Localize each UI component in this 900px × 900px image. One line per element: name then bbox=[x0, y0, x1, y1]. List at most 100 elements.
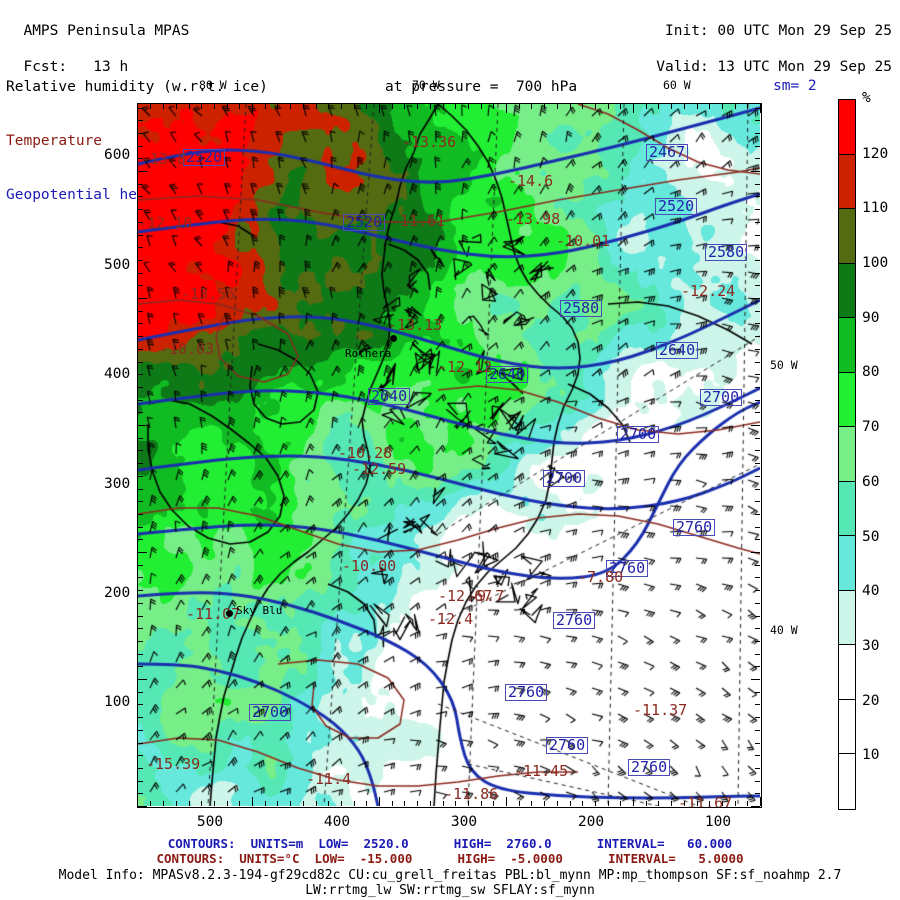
colorbar-tick-label: 40 bbox=[862, 583, 880, 600]
height-contour-label: 2700 bbox=[617, 426, 660, 443]
axis-tick bbox=[747, 801, 749, 806]
axis-tick bbox=[138, 742, 143, 744]
colorbar-tick-label: 50 bbox=[862, 528, 880, 545]
station-marker-sky-blu[interactable] bbox=[226, 610, 233, 617]
temperature-label: -13.8 bbox=[141, 150, 187, 168]
axis-tick bbox=[138, 171, 147, 172]
axis-tick bbox=[252, 797, 253, 806]
axis-tick bbox=[138, 704, 143, 706]
axis-tick bbox=[455, 801, 457, 806]
axis-tick bbox=[138, 526, 143, 528]
axis-tick bbox=[755, 628, 760, 630]
axis-tick bbox=[138, 298, 147, 299]
axis-tick bbox=[620, 104, 622, 109]
colorbar-tick-label: 100 bbox=[862, 255, 889, 272]
axis-tick bbox=[594, 801, 596, 806]
axis-tick bbox=[721, 104, 723, 109]
map-plot-area[interactable]: 2520 2520 2467 2520 2580 2580 2640 2640 … bbox=[137, 103, 762, 808]
axis-tick bbox=[755, 209, 760, 211]
axis-tick bbox=[658, 104, 660, 109]
axis-tick bbox=[531, 104, 533, 109]
axis-tick bbox=[544, 801, 546, 806]
axis-tick bbox=[751, 171, 760, 172]
axis-tick bbox=[201, 104, 203, 109]
colorbar-band bbox=[839, 590, 855, 646]
temperature-label: -13.36 bbox=[402, 133, 457, 151]
axis-tick bbox=[138, 272, 143, 274]
axis-tick bbox=[755, 729, 760, 731]
axis-tick bbox=[760, 104, 761, 113]
y-axis-tick-300: 300 bbox=[104, 476, 131, 492]
axis-tick bbox=[175, 104, 177, 109]
colorbar-band bbox=[839, 100, 855, 155]
temperature-label: -10.01 bbox=[556, 232, 611, 250]
axis-tick bbox=[755, 247, 760, 249]
height-contour-label: 2760 bbox=[505, 684, 548, 701]
axis-tick bbox=[138, 310, 143, 312]
colorbar-band bbox=[839, 372, 855, 428]
axis-tick bbox=[755, 475, 760, 477]
axis-tick bbox=[645, 801, 647, 806]
axis-tick bbox=[760, 797, 761, 806]
axis-tick bbox=[138, 234, 143, 236]
axis-tick bbox=[138, 348, 143, 350]
axis-tick bbox=[755, 183, 760, 185]
colorbar-tick-label: 60 bbox=[862, 473, 880, 490]
axis-tick bbox=[671, 104, 673, 109]
axis-tick bbox=[213, 801, 215, 806]
temperature-label: -10.28 bbox=[338, 444, 393, 462]
axis-tick bbox=[755, 323, 760, 325]
colorbar-band bbox=[839, 536, 855, 591]
axis-tick bbox=[751, 425, 760, 426]
axis-tick bbox=[404, 104, 406, 109]
temperature-label: -14.6 bbox=[508, 172, 554, 190]
colorbar-band bbox=[839, 318, 855, 373]
height-contour-label: 2520 bbox=[343, 214, 386, 231]
x-axis-tick-100: 100 bbox=[704, 814, 732, 830]
axis-tick bbox=[138, 691, 143, 693]
temperature-label: -11.45 bbox=[514, 762, 569, 780]
height-contour-label: 2760 bbox=[606, 560, 649, 577]
axis-tick bbox=[755, 564, 760, 566]
colorbar-tick-label: 120 bbox=[862, 145, 889, 162]
temperature-label: -11.67 bbox=[678, 794, 733, 808]
axis-tick bbox=[755, 463, 760, 465]
axis-tick bbox=[755, 234, 760, 236]
axis-tick bbox=[188, 104, 190, 109]
axis-tick bbox=[455, 104, 457, 109]
axis-tick bbox=[391, 801, 393, 806]
axis-tick bbox=[569, 801, 571, 806]
axis-tick bbox=[391, 104, 393, 109]
axis-tick bbox=[582, 801, 584, 806]
axis-tick bbox=[569, 104, 571, 109]
lon-label-50w: 50 W bbox=[770, 358, 798, 372]
lon-label-80w: 80 W bbox=[199, 78, 227, 92]
axis-tick bbox=[340, 801, 342, 806]
axis-tick bbox=[138, 120, 143, 122]
axis-tick bbox=[633, 797, 634, 806]
height-contour-label: 2520 bbox=[655, 198, 698, 215]
axis-tick bbox=[252, 104, 253, 113]
axis-tick bbox=[138, 653, 143, 655]
axis-tick bbox=[138, 513, 143, 515]
height-contour-label: 2760 bbox=[628, 759, 671, 776]
footer-model-info-line2: LW:rrtmg_lw SW:rrtmg_sw SFLAY:sf_mynn bbox=[305, 883, 595, 898]
axis-tick bbox=[150, 104, 152, 109]
colorbar-unit-label: % bbox=[862, 90, 871, 106]
temperature-label: -13.98 bbox=[506, 210, 561, 228]
axis-tick bbox=[290, 801, 292, 806]
colorbar[interactable] bbox=[838, 99, 856, 810]
height-contour-label: 2760 bbox=[553, 612, 596, 629]
axis-tick bbox=[138, 488, 143, 490]
axis-tick bbox=[138, 666, 143, 668]
colorbar-tick-label: 80 bbox=[862, 364, 880, 381]
axis-tick bbox=[755, 450, 760, 452]
axis-tick bbox=[138, 590, 143, 592]
weather-map-canvas[interactable] bbox=[138, 104, 760, 806]
axis-tick bbox=[493, 104, 495, 109]
colorbar-tick-label: 20 bbox=[862, 692, 880, 709]
station-marker-rothera[interactable] bbox=[390, 335, 397, 342]
axis-tick bbox=[755, 361, 760, 363]
axis-tick bbox=[755, 272, 760, 274]
temperature-label: -11.4 bbox=[306, 770, 352, 788]
